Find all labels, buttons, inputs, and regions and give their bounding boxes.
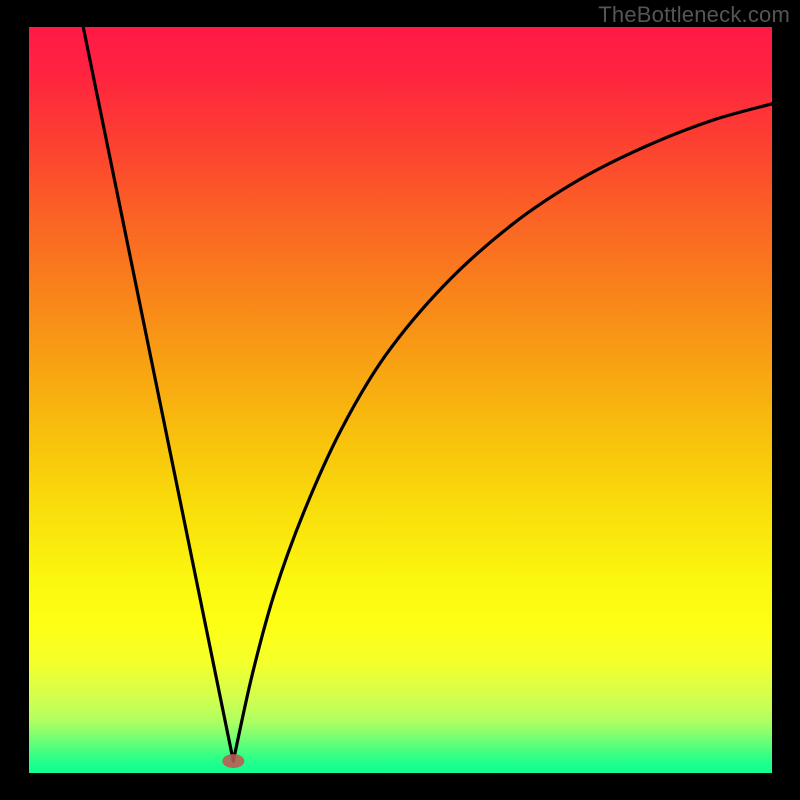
bottleneck-chart [0, 0, 800, 800]
optimum-marker [222, 754, 244, 768]
watermark-text: TheBottleneck.com [598, 2, 790, 28]
